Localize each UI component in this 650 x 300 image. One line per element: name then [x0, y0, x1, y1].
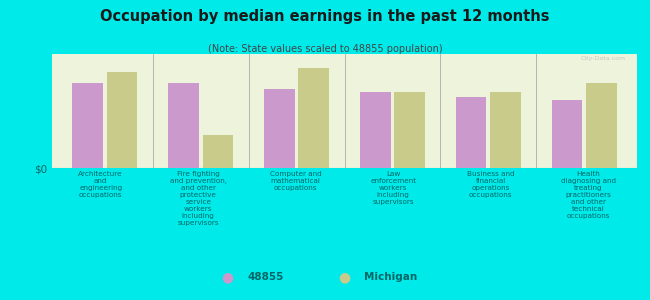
Text: ●: ● — [339, 271, 350, 284]
Text: Architecture
and
engineering
occupations: Architecture and engineering occupations — [79, 171, 123, 198]
Text: Fire fighting
and prevention,
and other
protective
service
workers
including
sup: Fire fighting and prevention, and other … — [170, 171, 227, 226]
Bar — [168, 83, 199, 168]
Text: Michigan: Michigan — [364, 272, 417, 283]
Text: City-Data.com: City-Data.com — [580, 56, 625, 61]
Text: 48855: 48855 — [247, 272, 283, 283]
Bar — [107, 73, 137, 168]
Text: ●: ● — [222, 271, 233, 284]
Bar — [264, 89, 294, 168]
Text: Occupation by median earnings in the past 12 months: Occupation by median earnings in the pas… — [100, 9, 550, 24]
Text: (Note: State values scaled to 48855 population): (Note: State values scaled to 48855 popu… — [208, 44, 442, 53]
Text: Computer and
mathematical
occupations: Computer and mathematical occupations — [270, 171, 322, 191]
Text: Business and
financial
operations
occupations: Business and financial operations occupa… — [467, 171, 515, 198]
Text: Health
diagnosing and
treating
practitioners
and other
technical
occupations: Health diagnosing and treating practitio… — [561, 171, 616, 219]
Bar — [456, 98, 486, 168]
Text: Law
enforcement
workers
including
supervisors: Law enforcement workers including superv… — [370, 171, 416, 205]
Bar — [360, 92, 391, 168]
Bar — [586, 83, 617, 168]
Bar — [203, 135, 233, 168]
Bar — [490, 92, 521, 168]
Bar — [72, 83, 103, 168]
Bar — [298, 68, 329, 168]
Bar — [552, 100, 582, 168]
Bar — [395, 92, 425, 168]
